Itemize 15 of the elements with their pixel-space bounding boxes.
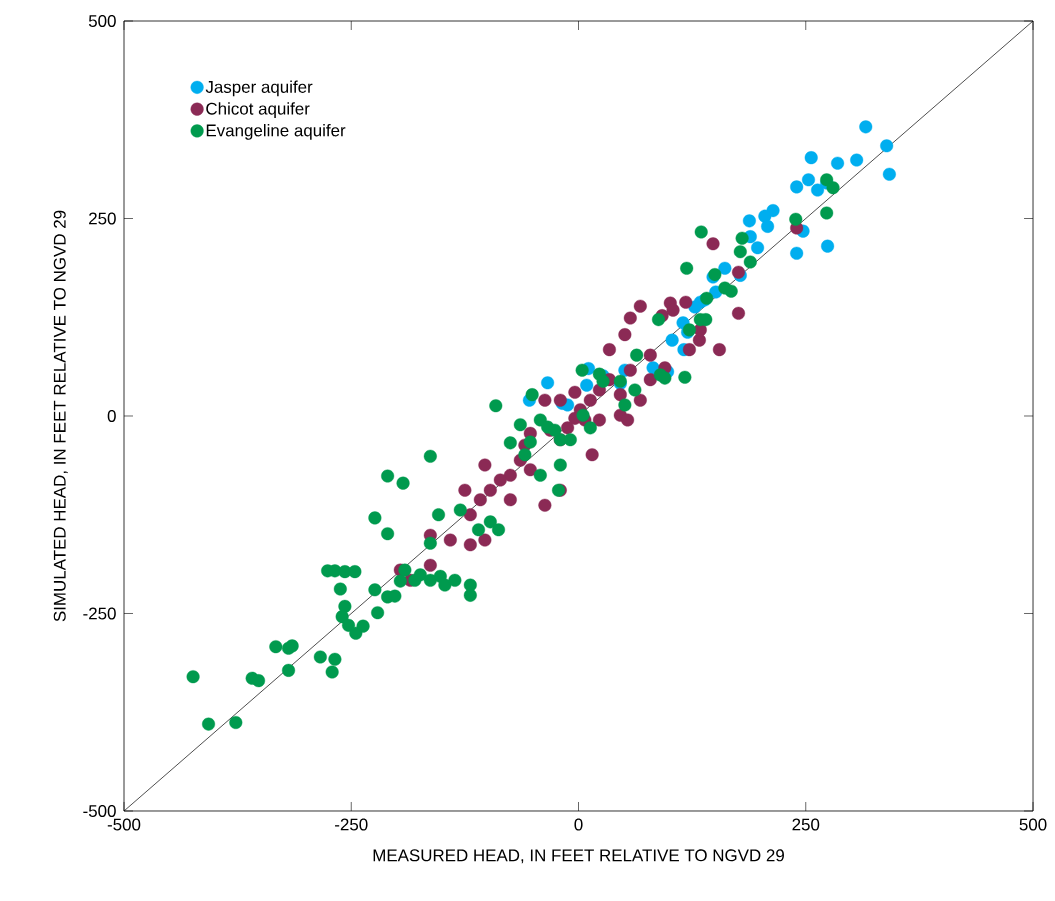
x-tick-label: 0 xyxy=(574,818,583,831)
legend-label: Evangeline aquifer xyxy=(206,124,346,140)
legend-label: Chicot aquifer xyxy=(206,102,310,119)
y-tick-label: -250 xyxy=(83,607,116,620)
y-tick-label: 0 xyxy=(107,410,116,422)
x-tick-label: 250 xyxy=(792,818,820,831)
legend-label: Jasper aquifer xyxy=(205,80,313,97)
y-tick-label: 500 xyxy=(88,15,116,27)
y-axis-title: SIMULATED HEAD, IN FEET RELATIVE TO NGVD 29 xyxy=(53,210,68,622)
x-tick-label: -250 xyxy=(335,818,368,831)
y-tick-label: 250 xyxy=(89,212,116,225)
x-axis-title: MEASURED HEAD, IN FEET RELATIVE TO NGVD 29 xyxy=(373,849,784,864)
y-tick-label: -500 xyxy=(83,805,116,817)
x-tick-label: -500 xyxy=(107,818,141,831)
x-tick-label: 500 xyxy=(1019,818,1047,831)
